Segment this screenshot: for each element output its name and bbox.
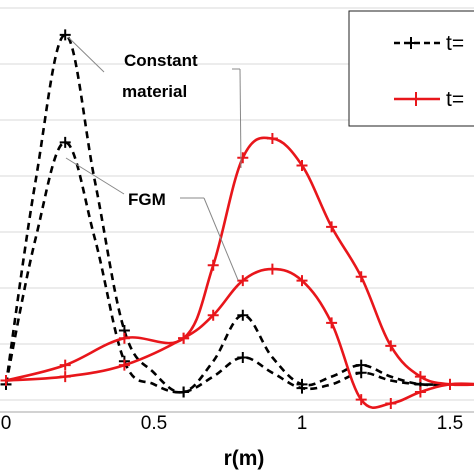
data-point-marker [385, 340, 397, 352]
data-point-marker [59, 136, 71, 148]
series-layer [0, 29, 474, 410]
data-point-marker [296, 159, 308, 171]
data-point-marker [296, 382, 308, 394]
data-point-marker [207, 309, 219, 321]
leader-line [65, 157, 125, 195]
x-tick-label: 1.5 [437, 413, 463, 434]
legend-marker [405, 37, 417, 49]
data-point-marker [237, 152, 249, 164]
data-point-marker [414, 371, 426, 383]
data-point-marker [178, 332, 190, 344]
data-point-marker [326, 317, 338, 329]
x-tick-label: 0 [1, 413, 12, 434]
data-point-marker [355, 367, 367, 379]
series-line-constant-material-solid-red [5, 136, 474, 387]
data-point-marker [0, 374, 12, 386]
x-axis-title: r(m) [224, 447, 265, 470]
annotation-constant-material: Constant material [67, 36, 242, 169]
data-point-marker [355, 271, 367, 283]
data-point-marker [266, 263, 278, 275]
annotation-text: material [122, 82, 187, 101]
x-tick-label: 0.5 [141, 413, 167, 434]
leader-line [203, 197, 239, 281]
legend-label: t= [446, 88, 464, 111]
annotation-fgm: FGM [65, 157, 239, 281]
data-point-marker [237, 309, 249, 321]
leader-line [67, 36, 105, 73]
data-point-marker [118, 359, 130, 371]
x-tick-label: 1 [297, 413, 308, 434]
annotation-text: Constant [124, 51, 198, 70]
data-point-marker [266, 133, 278, 145]
data-point-marker [59, 29, 71, 41]
legend: t= t= [348, 10, 474, 127]
data-point-marker [59, 359, 71, 371]
data-point-marker [237, 351, 249, 363]
data-point-marker [296, 275, 308, 287]
data-point-marker [237, 275, 249, 287]
series-line-fgm-dashed-black [4, 141, 474, 394]
legend-box [348, 10, 474, 127]
legend-label: t= [446, 32, 464, 55]
series-line-fgm-solid-red [5, 267, 474, 409]
data-point-marker [355, 394, 367, 406]
data-point-marker [326, 221, 338, 233]
data-point-marker [444, 378, 456, 390]
data-point-marker [385, 398, 397, 410]
leader-line [239, 68, 242, 169]
annotation-text: FGM [128, 190, 166, 209]
data-point-marker [59, 371, 71, 383]
data-point-marker [414, 386, 426, 398]
data-point-marker [207, 259, 219, 271]
legend-marker [409, 92, 423, 106]
data-point-marker [178, 386, 190, 398]
data-point-marker [118, 332, 130, 344]
tick-labels: 0 0.5 1 1.5 [1, 413, 464, 434]
